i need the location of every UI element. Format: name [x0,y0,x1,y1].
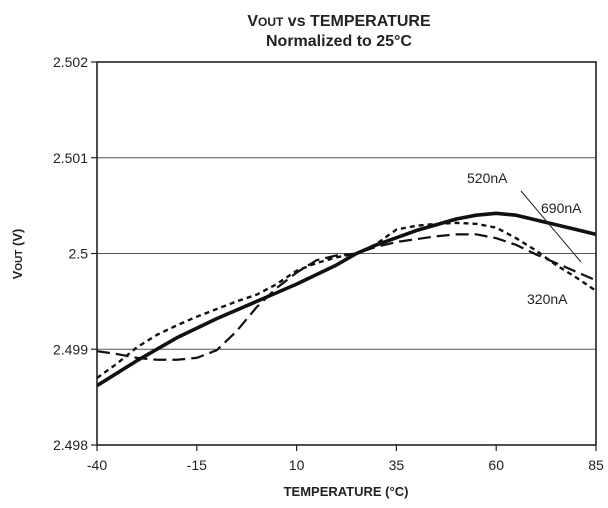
series-line-320na [96,221,597,379]
title-subscript: OUT [258,15,284,29]
title-rest: vs TEMPERATURE [283,13,431,30]
title-main: V [247,13,258,30]
chart-title: VOUT vs TEMPERATURE [247,13,431,30]
x-tick-label-0: -40 [87,457,107,473]
annotation-label-690na: 690nA [541,200,582,216]
x-axis-title: TEMPERATURE (°C) [284,484,409,499]
y-axis-title-subscript: OUT [14,250,25,271]
y-tick-label-0: 2.498 [53,437,88,453]
x-tick-label-4: 60 [488,457,504,473]
y-axis-title-main: V [10,270,25,279]
y-axis-title-rest: (V) [10,229,25,250]
tick-labels: 2.498 2.499 2.5 2.501 2.502 -40 -15 10 35 60 85 [53,54,604,473]
y-tick-label-3: 2.501 [53,150,88,166]
x-tick-label-5: 85 [588,457,604,473]
annotation-leader-520na [520,190,582,263]
annotations: 520nA 690nA 320nA [467,170,582,307]
y-tick-label-1: 2.499 [53,341,88,357]
y-tick-label-4: 2.502 [53,54,88,70]
y-axis-title: VOUT (V) [10,229,25,280]
series-layer [96,211,597,388]
chart-subtitle: Normalized to 25°C [266,33,412,50]
x-tick-label-3: 35 [389,457,405,473]
series-line-690na [96,211,597,388]
y-tick-label-2: 2.5 [69,246,89,262]
annotation-label-320na: 320nA [527,291,568,307]
annotation-label-520na: 520nA [467,170,508,186]
x-tick-label-1: -15 [187,457,207,473]
x-tick-label-2: 10 [289,457,305,473]
